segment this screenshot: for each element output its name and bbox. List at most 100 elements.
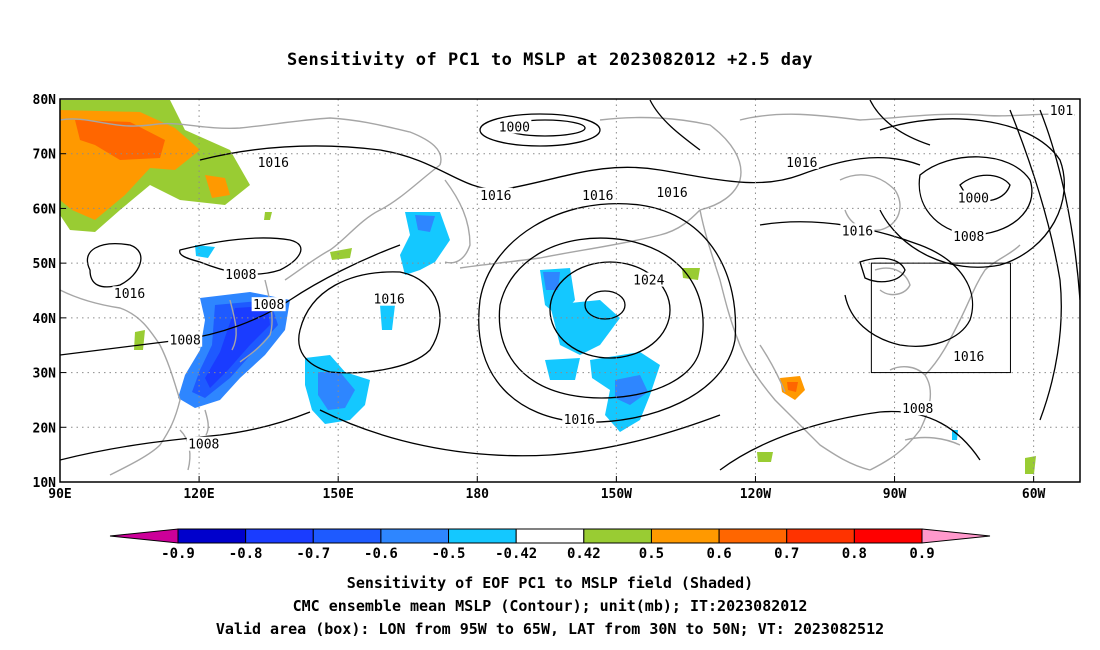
shading-mexico-red: [787, 382, 798, 392]
contour-high-1020-ring: [498, 237, 704, 399]
colorbar-label: -0.6: [364, 546, 398, 562]
colorbar-segment: [718, 528, 788, 544]
colorbar-segment: [583, 528, 652, 544]
contour-label: 1016: [564, 413, 595, 428]
lon-tick-label: 90E: [48, 487, 71, 502]
coastlines: [60, 113, 1076, 476]
contour-high-1024: [549, 261, 671, 359]
coast-cuba: [904, 436, 961, 446]
shading-kuril-blue: [415, 215, 435, 232]
contour-label-bg: [478, 187, 513, 202]
contour-high-1028: [584, 290, 626, 320]
coast-greatlakes: [874, 267, 911, 296]
contour-label-bg: [112, 286, 147, 301]
contour-label-bg: [1048, 102, 1075, 117]
colorbar-label: 0.5: [639, 546, 664, 562]
contour-label-bg: [497, 119, 532, 134]
contour-label-bg: [580, 187, 615, 202]
colorbar-label: 0.6: [706, 546, 731, 562]
shading-green-e: [757, 452, 773, 462]
colorbar-segment: [448, 528, 517, 544]
coast-alaska: [599, 116, 742, 236]
contour-label: 1016: [258, 156, 289, 171]
lon-tick-label: 180: [466, 487, 490, 502]
lon-tick-label: 150W: [601, 487, 632, 502]
map-title: Sensitivity of PC1 to MSLP at 2023082012…: [286, 50, 813, 70]
coast-hudson: [839, 174, 901, 232]
contour-1008-asia: [60, 244, 401, 356]
contour-1016-upper: [199, 145, 921, 191]
contour-1008-low-east: [918, 156, 1033, 236]
lon-tick-label: 120E: [183, 487, 214, 502]
contour-label-bg: [372, 291, 407, 306]
lat-tick-label: 60N: [33, 202, 57, 217]
contour-label: 1016: [656, 186, 687, 201]
sensitivity-shading: [60, 100, 1036, 474]
coast-baja: [759, 344, 786, 393]
contour-1008-upper: [179, 237, 302, 275]
coast-nw-america: [699, 209, 871, 471]
coast-siberia: [60, 117, 442, 166]
caption-contour: CMC ensemble mean MSLP (Contour); unit(m…: [292, 597, 808, 615]
coast-china: [60, 289, 181, 476]
lat-tick-label: 30N: [33, 367, 57, 382]
contour-1008-canada-small: [859, 257, 906, 283]
coast-gulf: [869, 366, 932, 471]
coast-taiwan: [204, 409, 209, 436]
colorbar-label: -0.8: [229, 546, 263, 562]
contour-1016-siberia: [86, 243, 142, 288]
colorbar: -0.9 -0.8 -0.7 -0.6 -0.5 -0.42 0.42 0.5 0.6 0.7 0.…: [109, 528, 991, 562]
colorbar-segment: [650, 528, 720, 544]
coast-okhotsk: [284, 164, 441, 281]
contour-1008-south-asia: [60, 411, 311, 461]
contour-1016-atlantic: [1009, 109, 1062, 421]
shading-nepac-center: [550, 300, 620, 355]
colorbar-label: -0.9: [161, 546, 195, 562]
contour-label-bg: [256, 154, 291, 169]
contour-1016-northpole-a: [649, 99, 701, 151]
contour-label: 1000: [499, 120, 530, 135]
contour-label-bg: [223, 267, 258, 282]
contour-label: 1008: [953, 230, 984, 245]
contour-label-bg: [784, 154, 819, 169]
colorbar-label: 0.7: [774, 546, 799, 562]
shading-midpac-cyan: [380, 305, 395, 330]
coast-kamchatka: [444, 179, 471, 264]
contour-label-bg: [562, 412, 597, 427]
colorbar-segment: [312, 528, 382, 544]
colorbar-segment: [380, 528, 450, 544]
contour-label: 101: [1050, 104, 1073, 119]
contour-label: 1024: [633, 274, 664, 289]
colorbar-tip-low: [109, 528, 179, 544]
contour-1016-east: [759, 221, 974, 347]
contour-label: 1016: [842, 224, 873, 239]
shading-kuril-cyan: [400, 212, 450, 275]
colorbar-segment: [515, 528, 585, 544]
colorbar-label: 0.9: [909, 546, 934, 562]
contour-label-bg: [956, 190, 991, 205]
shading-green-f: [1025, 456, 1036, 474]
lat-tick-label: 50N: [33, 257, 57, 272]
colorbar-label: -0.42: [495, 546, 537, 562]
contour-1008-ring-outer: [879, 118, 1065, 268]
lat-tick-label: 80N: [33, 93, 57, 108]
contour-label: 1008: [225, 268, 256, 283]
coast-east-us: [924, 244, 1021, 376]
contour-high-1016-ring: [478, 203, 737, 423]
contour-1020-atlantic: [1039, 109, 1080, 301]
contour-1016-south: [319, 409, 721, 457]
contour-label: 1008: [170, 334, 201, 349]
contour-label: 1008: [253, 298, 284, 313]
lat-tick-label: 70N: [33, 148, 57, 163]
shading-nepac-sw: [545, 358, 580, 380]
coast-aleutians: [459, 234, 661, 269]
colorbar-segment: [245, 528, 314, 544]
lat-tick-label: 20N: [33, 421, 57, 436]
contour-label-bg: [951, 228, 986, 243]
valid-area-box: [870, 262, 1011, 374]
colorbar-tip-high: [921, 528, 991, 544]
lat-tick-label: 40N: [33, 312, 57, 327]
colorbar-label: -0.7: [296, 546, 330, 562]
lat-tick-label: 10N: [33, 476, 57, 491]
contour-label: 1008: [188, 438, 219, 453]
